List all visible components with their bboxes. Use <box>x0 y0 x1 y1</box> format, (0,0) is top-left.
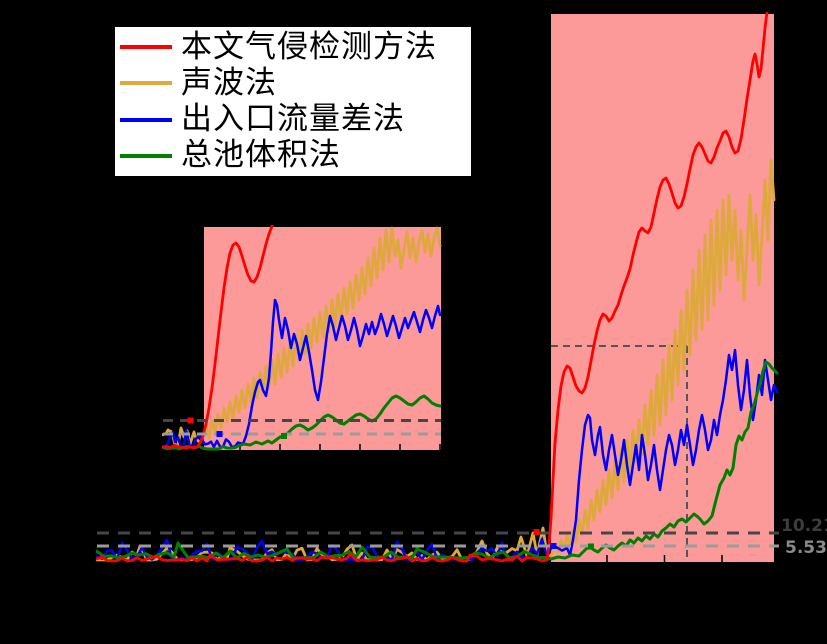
detection-markers <box>187 417 594 550</box>
inset-zoom-indicator <box>551 345 688 562</box>
legend-line-orange <box>120 81 172 86</box>
legend-label: 声波法 <box>181 64 277 101</box>
legend-item-flow-difference-method: 出入口流量差法 <box>115 102 471 138</box>
series-line <box>96 12 769 563</box>
series-line <box>162 394 442 451</box>
threshold-lines <box>97 419 779 548</box>
legend-line-green <box>120 153 172 158</box>
series-line <box>96 360 779 561</box>
detection-marker <box>187 417 194 424</box>
threshold-value-label-upper: 10.21 <box>781 516 827 536</box>
legend-item-pit-volume-method: 总池体积法 <box>115 138 471 174</box>
detection-marker <box>550 543 557 549</box>
legend-label: 出入口流量差法 <box>181 101 405 138</box>
series-line <box>162 298 442 449</box>
detection-marker <box>281 433 287 439</box>
legend-item-detection-method: 本文气侵检测方法 <box>115 29 471 65</box>
legend-line-red <box>120 45 172 50</box>
legend-item-acoustic-method: 声波法 <box>115 65 471 101</box>
data-series <box>96 12 779 563</box>
detection-marker <box>588 543 594 550</box>
legend-line-blue <box>120 117 172 122</box>
legend-label: 总池体积法 <box>181 137 341 174</box>
legend-box: 本文气侵检测方法 声波法 出入口流量差法 总池体积法 <box>113 25 473 178</box>
series-line <box>96 158 776 562</box>
series-line <box>162 225 274 450</box>
detection-marker <box>533 529 540 535</box>
threshold-value-label-lower: 5.53 <box>785 538 827 558</box>
series-line <box>162 226 442 447</box>
detection-marker <box>216 431 223 437</box>
legend-label: 本文气侵检测方法 <box>181 28 437 65</box>
